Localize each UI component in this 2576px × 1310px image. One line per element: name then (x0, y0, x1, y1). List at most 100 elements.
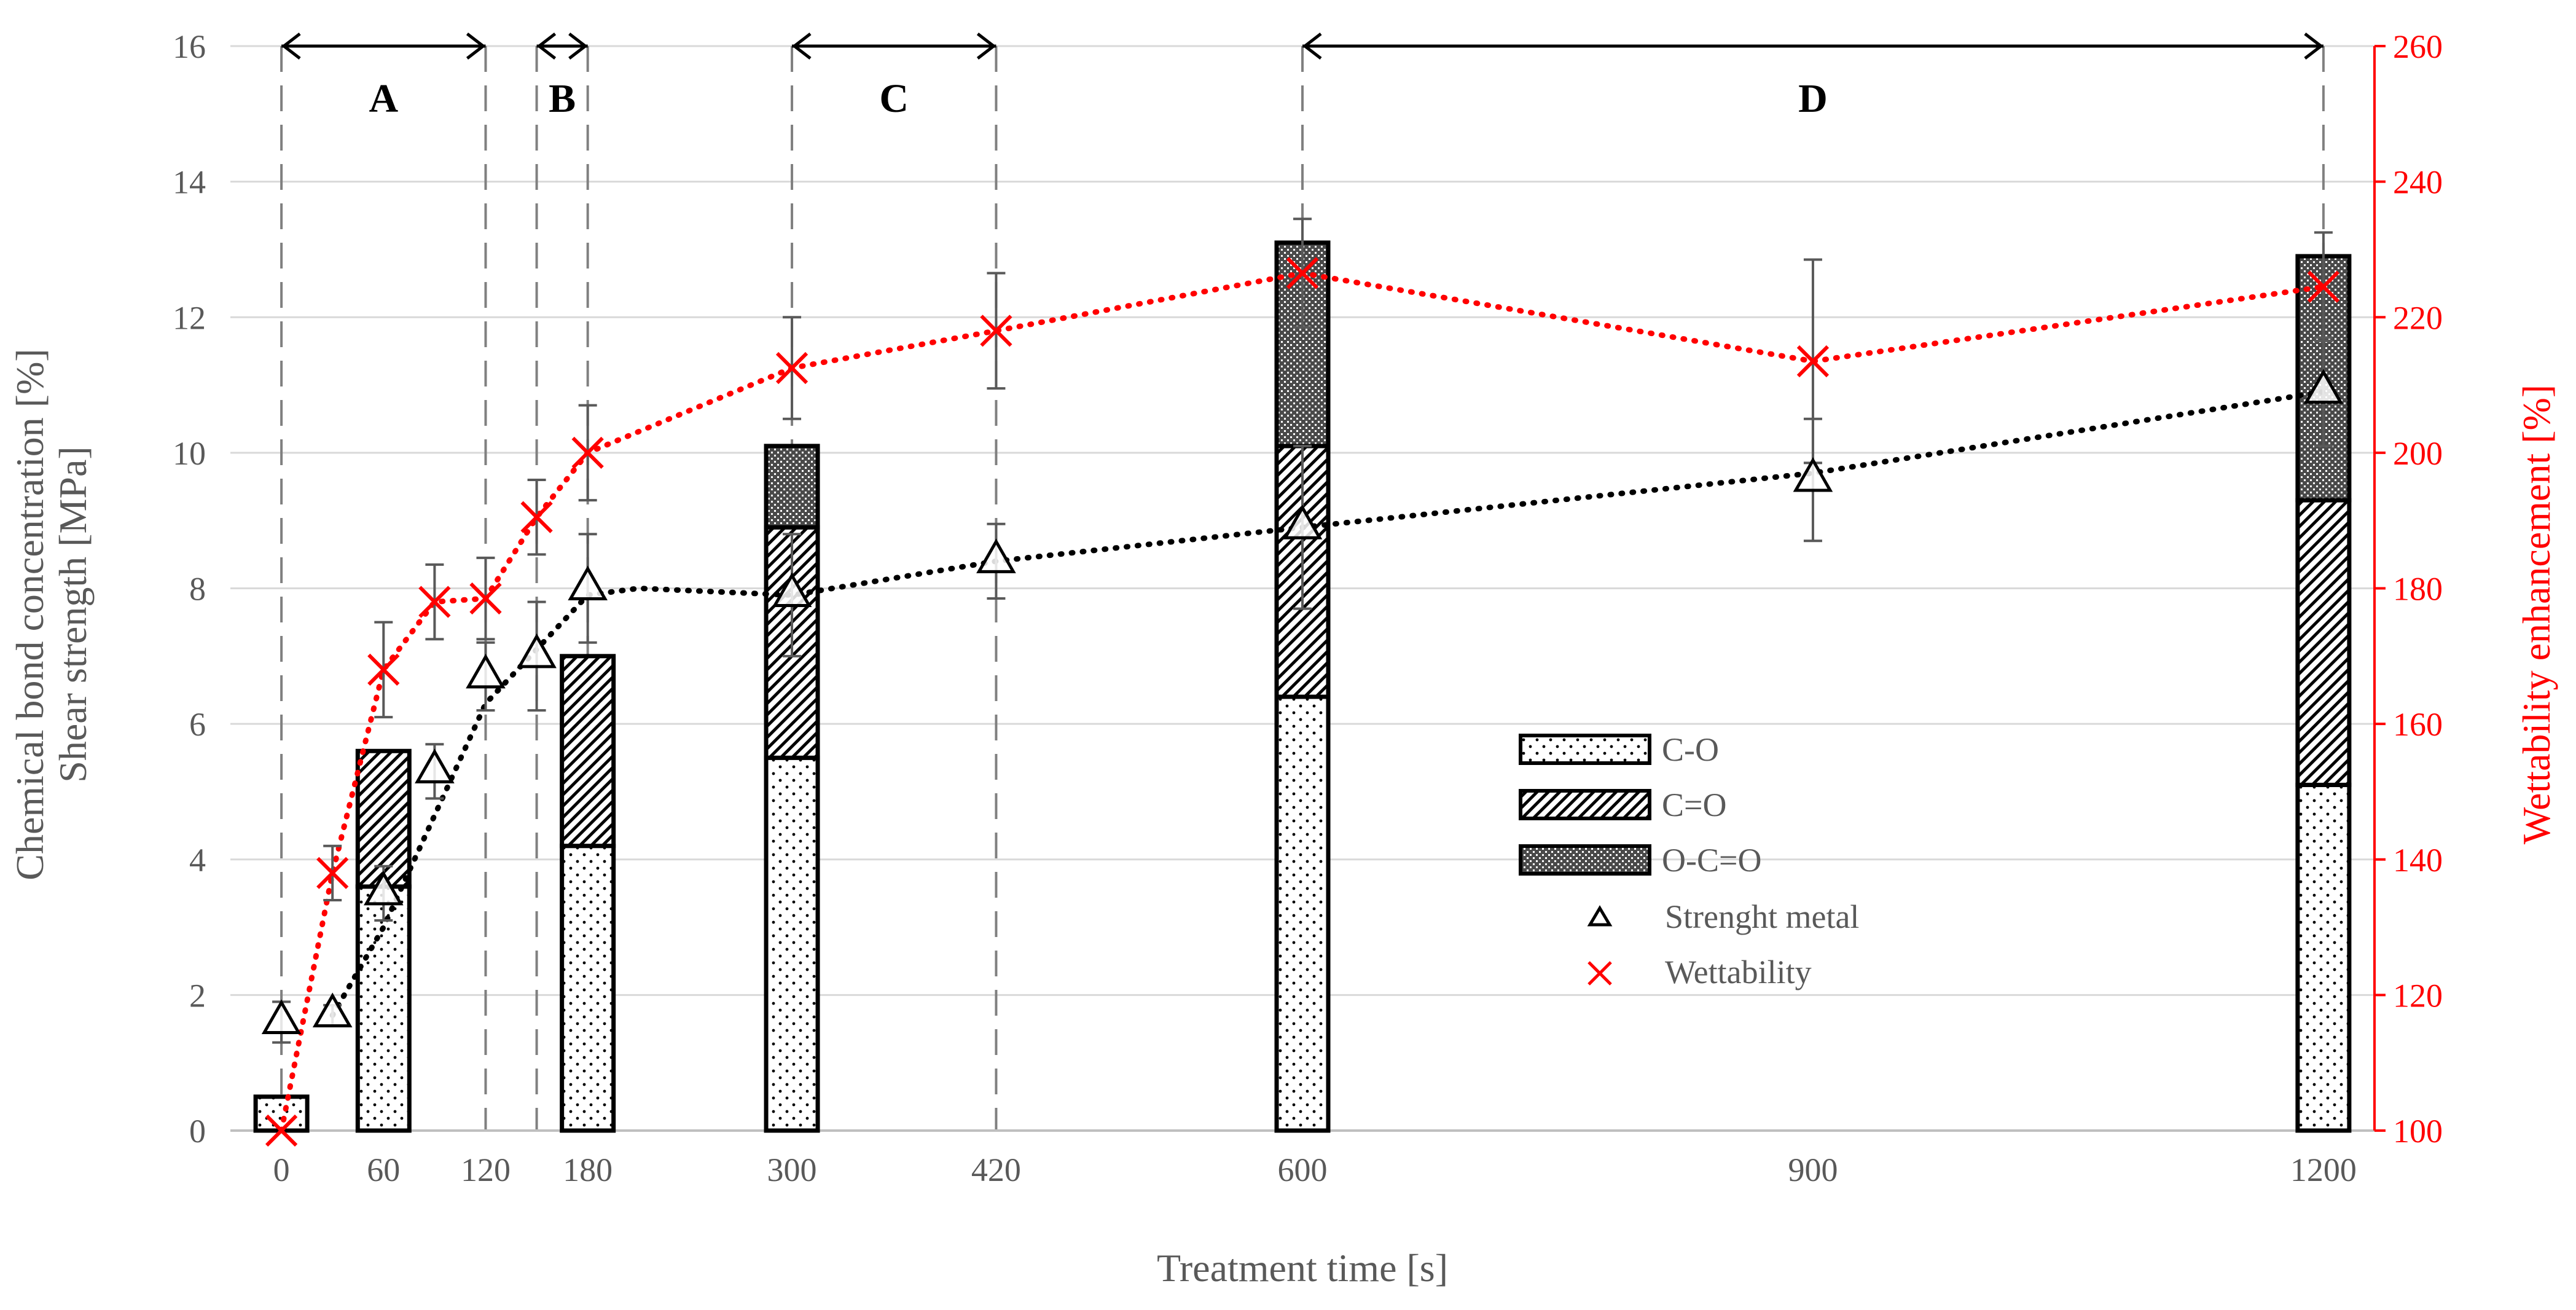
legend-marker-wettability (1587, 961, 1612, 986)
wettability-marker-stroke (265, 1114, 298, 1147)
y-tick-label-left: 12 (173, 299, 206, 336)
wettability-marker-stroke (2307, 270, 2340, 303)
tick-labels: 0 60 120 180 300 420 600 900 1200 0 2 4 6 8 10 12 14 16 10… (173, 28, 2443, 1188)
y-tick-label-right: 120 (2393, 977, 2443, 1014)
strength-marker (2303, 369, 2344, 404)
region-arrowhead (536, 33, 557, 60)
legend-label-occo: O-C=O (1662, 842, 1761, 879)
strength-marker (1793, 457, 1833, 492)
region-arrowhead (281, 33, 301, 60)
y-axis-title-right: Wettability enhancement [%] (2515, 385, 2558, 844)
wettability-marker (775, 351, 808, 385)
legend-label-co: C-O (1662, 731, 1719, 768)
y-tick-label-right: 160 (2393, 706, 2443, 743)
trend-lines (278, 270, 2327, 1134)
wettability-trendline (278, 270, 2327, 1134)
wettability-marker (1286, 257, 1319, 289)
bar-segment-co (1274, 694, 1331, 1133)
wettability-marker-stroke (1796, 345, 1830, 378)
region-label: D (1798, 76, 1828, 121)
y-tick-label-right: 260 (2393, 28, 2443, 65)
strength-trendline (329, 389, 2327, 1018)
x-tick-label: 420 (971, 1151, 1021, 1188)
region-arrowhead (791, 33, 812, 60)
y-tick-label-right: 180 (2393, 571, 2443, 608)
wettability-marker-stroke (571, 436, 604, 469)
markers (261, 257, 2344, 1147)
y-tick-label-right: 100 (2393, 1113, 2443, 1150)
y-tick-label-left: 14 (173, 164, 206, 201)
wettability-marker-stroke (1286, 257, 1319, 289)
strength-marker (976, 538, 1016, 573)
wettability-marker-stroke (316, 857, 349, 889)
error-bars (272, 218, 2333, 1044)
strength-marker (1282, 504, 1323, 539)
legend-swatch-c2o (1519, 789, 1651, 820)
wettability-marker (2307, 270, 2340, 303)
legend-label-wettability: Wettability (1665, 954, 1812, 990)
wettability-marker-stroke (980, 315, 1012, 347)
region-arrowhead (568, 33, 588, 60)
x-tick-label: 1200 (2290, 1151, 2357, 1188)
wettability-marker (265, 1114, 298, 1147)
strength-marker (261, 999, 302, 1034)
bar-segment-co (560, 844, 616, 1133)
bar-segment-co (253, 1094, 310, 1133)
wettability-marker (1796, 345, 1830, 378)
y-tick-label-left: 10 (173, 435, 206, 472)
stacked-bars (253, 240, 2352, 1133)
wettability-marker-stroke (469, 582, 502, 615)
legend-swatch-co (1519, 734, 1651, 765)
y-tick-label-left: 4 (189, 842, 206, 879)
y-tick-label-right: 140 (2393, 842, 2443, 879)
wettability-marker (367, 653, 400, 686)
x-axis-title: Treatment time [s] (1157, 1246, 1448, 1290)
y-tick-label-right: 220 (2393, 299, 2443, 336)
legend: C-O C=O O-C=O Strenght metal Wettability (1519, 731, 1859, 990)
bar-segment-c2o (355, 748, 412, 889)
x-tick-label: 180 (563, 1151, 613, 1188)
strength-marker (415, 748, 455, 783)
x-tick-label: 120 (461, 1151, 511, 1188)
strength-marker (466, 653, 506, 689)
wettability-marker (520, 501, 553, 533)
bar-segment-co (355, 884, 412, 1133)
legend-label-c2o: C=O (1662, 786, 1726, 823)
wettability-marker-stroke (367, 653, 400, 686)
wettability-marker-stroke (775, 351, 808, 385)
wettability-marker (980, 315, 1012, 347)
x-tick-label: 300 (767, 1151, 817, 1188)
region-label: B (549, 76, 576, 121)
y-tick-label-left: 2 (189, 977, 206, 1014)
strength-marker (517, 633, 557, 669)
bar-segment-co (764, 755, 820, 1133)
bar-segment-co (2295, 782, 2352, 1133)
region-arrowhead (976, 33, 996, 60)
region-arrowhead (1302, 33, 1322, 60)
y-tick-label-right: 240 (2393, 164, 2443, 201)
y-axis-title-left-line1: Chemical bond concentration [%] (8, 348, 52, 880)
legend-label-strength: Strenght metal (1665, 898, 1859, 935)
region-label: A (369, 76, 398, 121)
y-tick-label-left: 8 (189, 571, 206, 608)
wettability-marker (469, 582, 502, 615)
bar-segment-occo (764, 444, 820, 530)
y-tick-label-left: 6 (189, 706, 206, 743)
strength-marker (772, 572, 812, 608)
region-label: C (879, 76, 909, 121)
x-tick-label: 600 (1278, 1151, 1328, 1188)
wettability-marker-stroke (520, 501, 553, 533)
wettability-marker (316, 857, 349, 889)
bar-segment-c2o (2295, 498, 2352, 787)
strength-marker (568, 565, 608, 600)
y-tick-label-left: 0 (189, 1113, 206, 1150)
strength-marker (363, 870, 404, 906)
wettability-marker-stroke (418, 586, 451, 618)
y-tick-label-left: 16 (173, 28, 206, 65)
region-arrowhead (2304, 33, 2324, 60)
y-tick-label-right: 200 (2393, 435, 2443, 472)
bar-segment-c2o (560, 654, 616, 849)
region-arrows: A B C D (281, 33, 2324, 121)
wettability-marker (418, 586, 451, 618)
